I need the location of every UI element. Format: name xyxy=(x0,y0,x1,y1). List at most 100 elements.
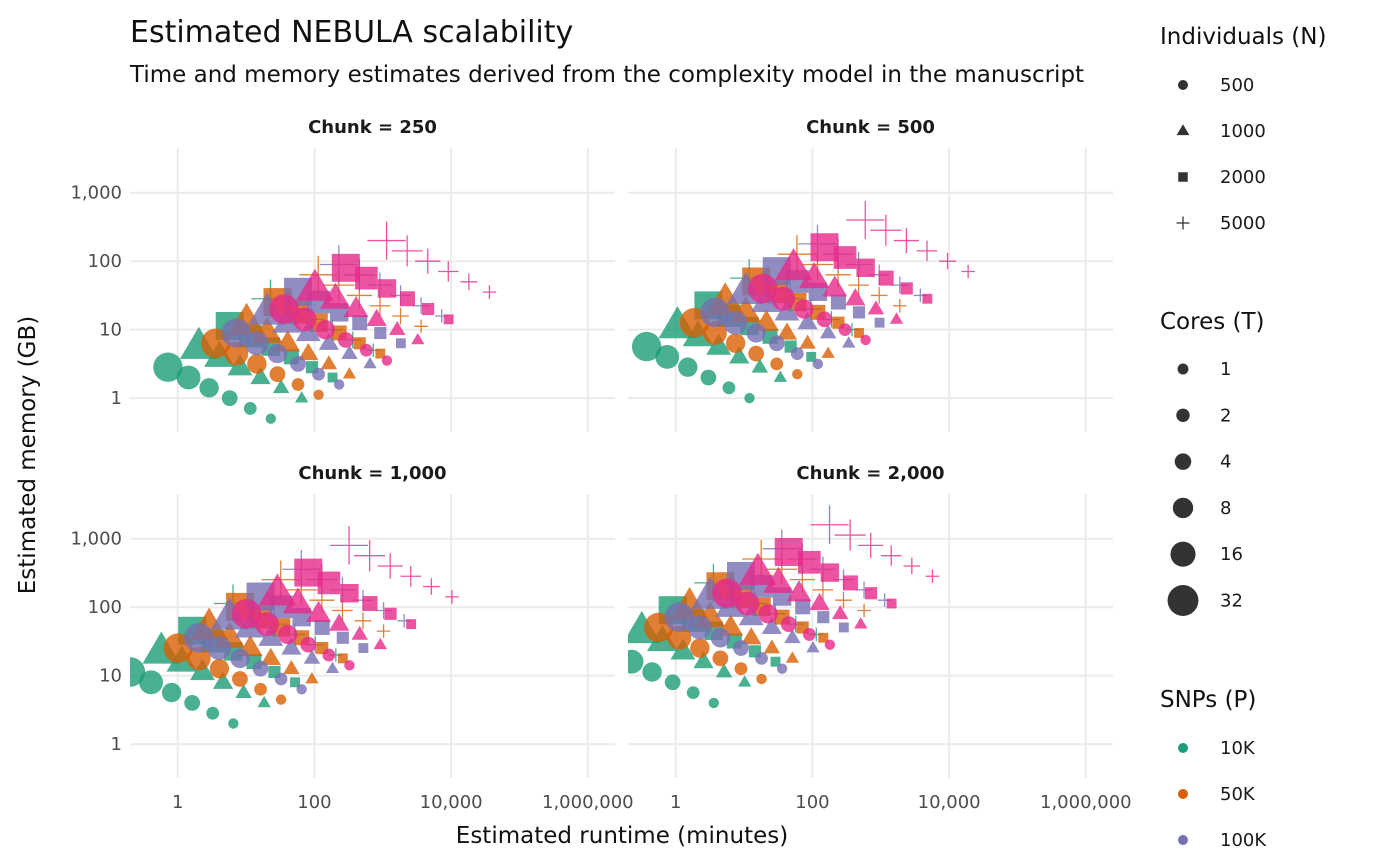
data-point xyxy=(377,279,397,298)
data-point xyxy=(710,628,731,648)
chart-title: Estimated NEBULA scalability xyxy=(130,15,573,50)
data-point xyxy=(296,684,307,695)
data-point xyxy=(833,246,857,269)
data-point xyxy=(794,299,814,319)
data-point xyxy=(445,590,459,604)
data-point xyxy=(768,335,785,352)
data-point xyxy=(712,650,729,667)
data-point xyxy=(313,389,324,401)
data-point xyxy=(314,619,330,635)
legend-key-square xyxy=(1178,172,1188,182)
data-point xyxy=(830,294,846,310)
data-point xyxy=(282,587,314,614)
data-point xyxy=(275,694,287,705)
legend-key-circle xyxy=(1178,80,1188,90)
data-point xyxy=(756,673,767,685)
data-point xyxy=(391,235,423,267)
data-point xyxy=(184,623,214,653)
data-point xyxy=(340,583,359,603)
legend-label: 50K xyxy=(1220,784,1256,805)
data-point xyxy=(822,275,848,297)
data-point xyxy=(186,646,211,671)
data-point xyxy=(267,343,288,364)
data-point xyxy=(296,268,334,301)
data-point xyxy=(303,649,321,664)
data-point xyxy=(818,632,829,643)
x-tick-label: 1,000,000 xyxy=(1040,792,1132,813)
data-point xyxy=(235,683,252,698)
facet-panel: Chunk = 2,000 1 100 10,000 1,000,000 xyxy=(596,463,1132,813)
data-point xyxy=(291,378,305,391)
data-point xyxy=(305,671,319,684)
data-point xyxy=(362,596,378,612)
data-point xyxy=(893,298,907,313)
data-point xyxy=(329,613,350,631)
data-point xyxy=(423,578,440,595)
data-point xyxy=(797,312,818,330)
data-point xyxy=(784,629,801,644)
data-point xyxy=(373,637,387,650)
y-tick-label: 1 xyxy=(111,734,122,755)
data-point xyxy=(715,663,733,678)
data-point xyxy=(831,605,849,620)
data-point xyxy=(725,333,746,353)
data-point xyxy=(886,598,897,609)
data-point xyxy=(290,356,306,372)
facet-panel: Chunk = 250 1 10 100 1,000 xyxy=(70,117,615,432)
data-point xyxy=(212,671,234,689)
data-point xyxy=(852,306,866,319)
data-point xyxy=(655,344,680,369)
data-point xyxy=(848,274,869,296)
data-point xyxy=(703,321,727,345)
data-points xyxy=(153,221,497,424)
data-point xyxy=(786,580,812,602)
data-point xyxy=(482,285,497,299)
legend-key-color xyxy=(1178,743,1188,753)
facet-panel: Chunk = 500 xyxy=(628,117,1113,432)
data-point xyxy=(318,332,339,350)
data-point xyxy=(642,662,662,682)
data-point xyxy=(343,295,369,318)
y-axis-title: Estimated memory (GB) xyxy=(15,316,41,594)
data-point xyxy=(854,328,864,338)
data-point xyxy=(842,336,856,348)
data-point xyxy=(922,293,933,304)
data-point xyxy=(792,368,803,380)
data-point xyxy=(596,637,625,666)
facet-label: Chunk = 2,000 xyxy=(796,463,944,484)
data-point xyxy=(744,392,755,404)
data-point xyxy=(809,592,830,611)
data-point xyxy=(961,264,975,279)
data-point xyxy=(835,591,852,609)
data-point xyxy=(628,649,644,674)
data-point xyxy=(351,625,368,640)
data-point xyxy=(802,628,816,641)
data-point xyxy=(337,332,354,348)
data-point xyxy=(722,381,736,395)
data-point xyxy=(821,346,835,358)
legend-label: 5000 xyxy=(1220,213,1266,234)
data-point xyxy=(414,319,428,334)
data-point xyxy=(770,357,784,371)
data-point xyxy=(810,505,849,544)
data-point xyxy=(925,569,940,584)
data-point xyxy=(761,616,782,635)
data-point xyxy=(278,624,298,645)
legend-key-triangle xyxy=(1176,124,1190,136)
data-point xyxy=(325,661,340,674)
data-point xyxy=(400,566,422,587)
data-point xyxy=(232,671,248,687)
data-point xyxy=(916,240,938,262)
data-point xyxy=(739,552,777,585)
data-point xyxy=(770,656,781,667)
chart-subtitle: Time and memory estimates derived from t… xyxy=(129,62,1084,88)
data-point xyxy=(176,365,201,390)
legend-label: 2000 xyxy=(1220,167,1266,188)
data-point xyxy=(700,297,730,328)
data-point xyxy=(438,261,459,282)
data-points xyxy=(130,526,459,729)
data-point xyxy=(774,247,813,281)
legend-key-size xyxy=(1174,453,1192,470)
data-point xyxy=(708,697,719,709)
data-point xyxy=(260,647,281,665)
